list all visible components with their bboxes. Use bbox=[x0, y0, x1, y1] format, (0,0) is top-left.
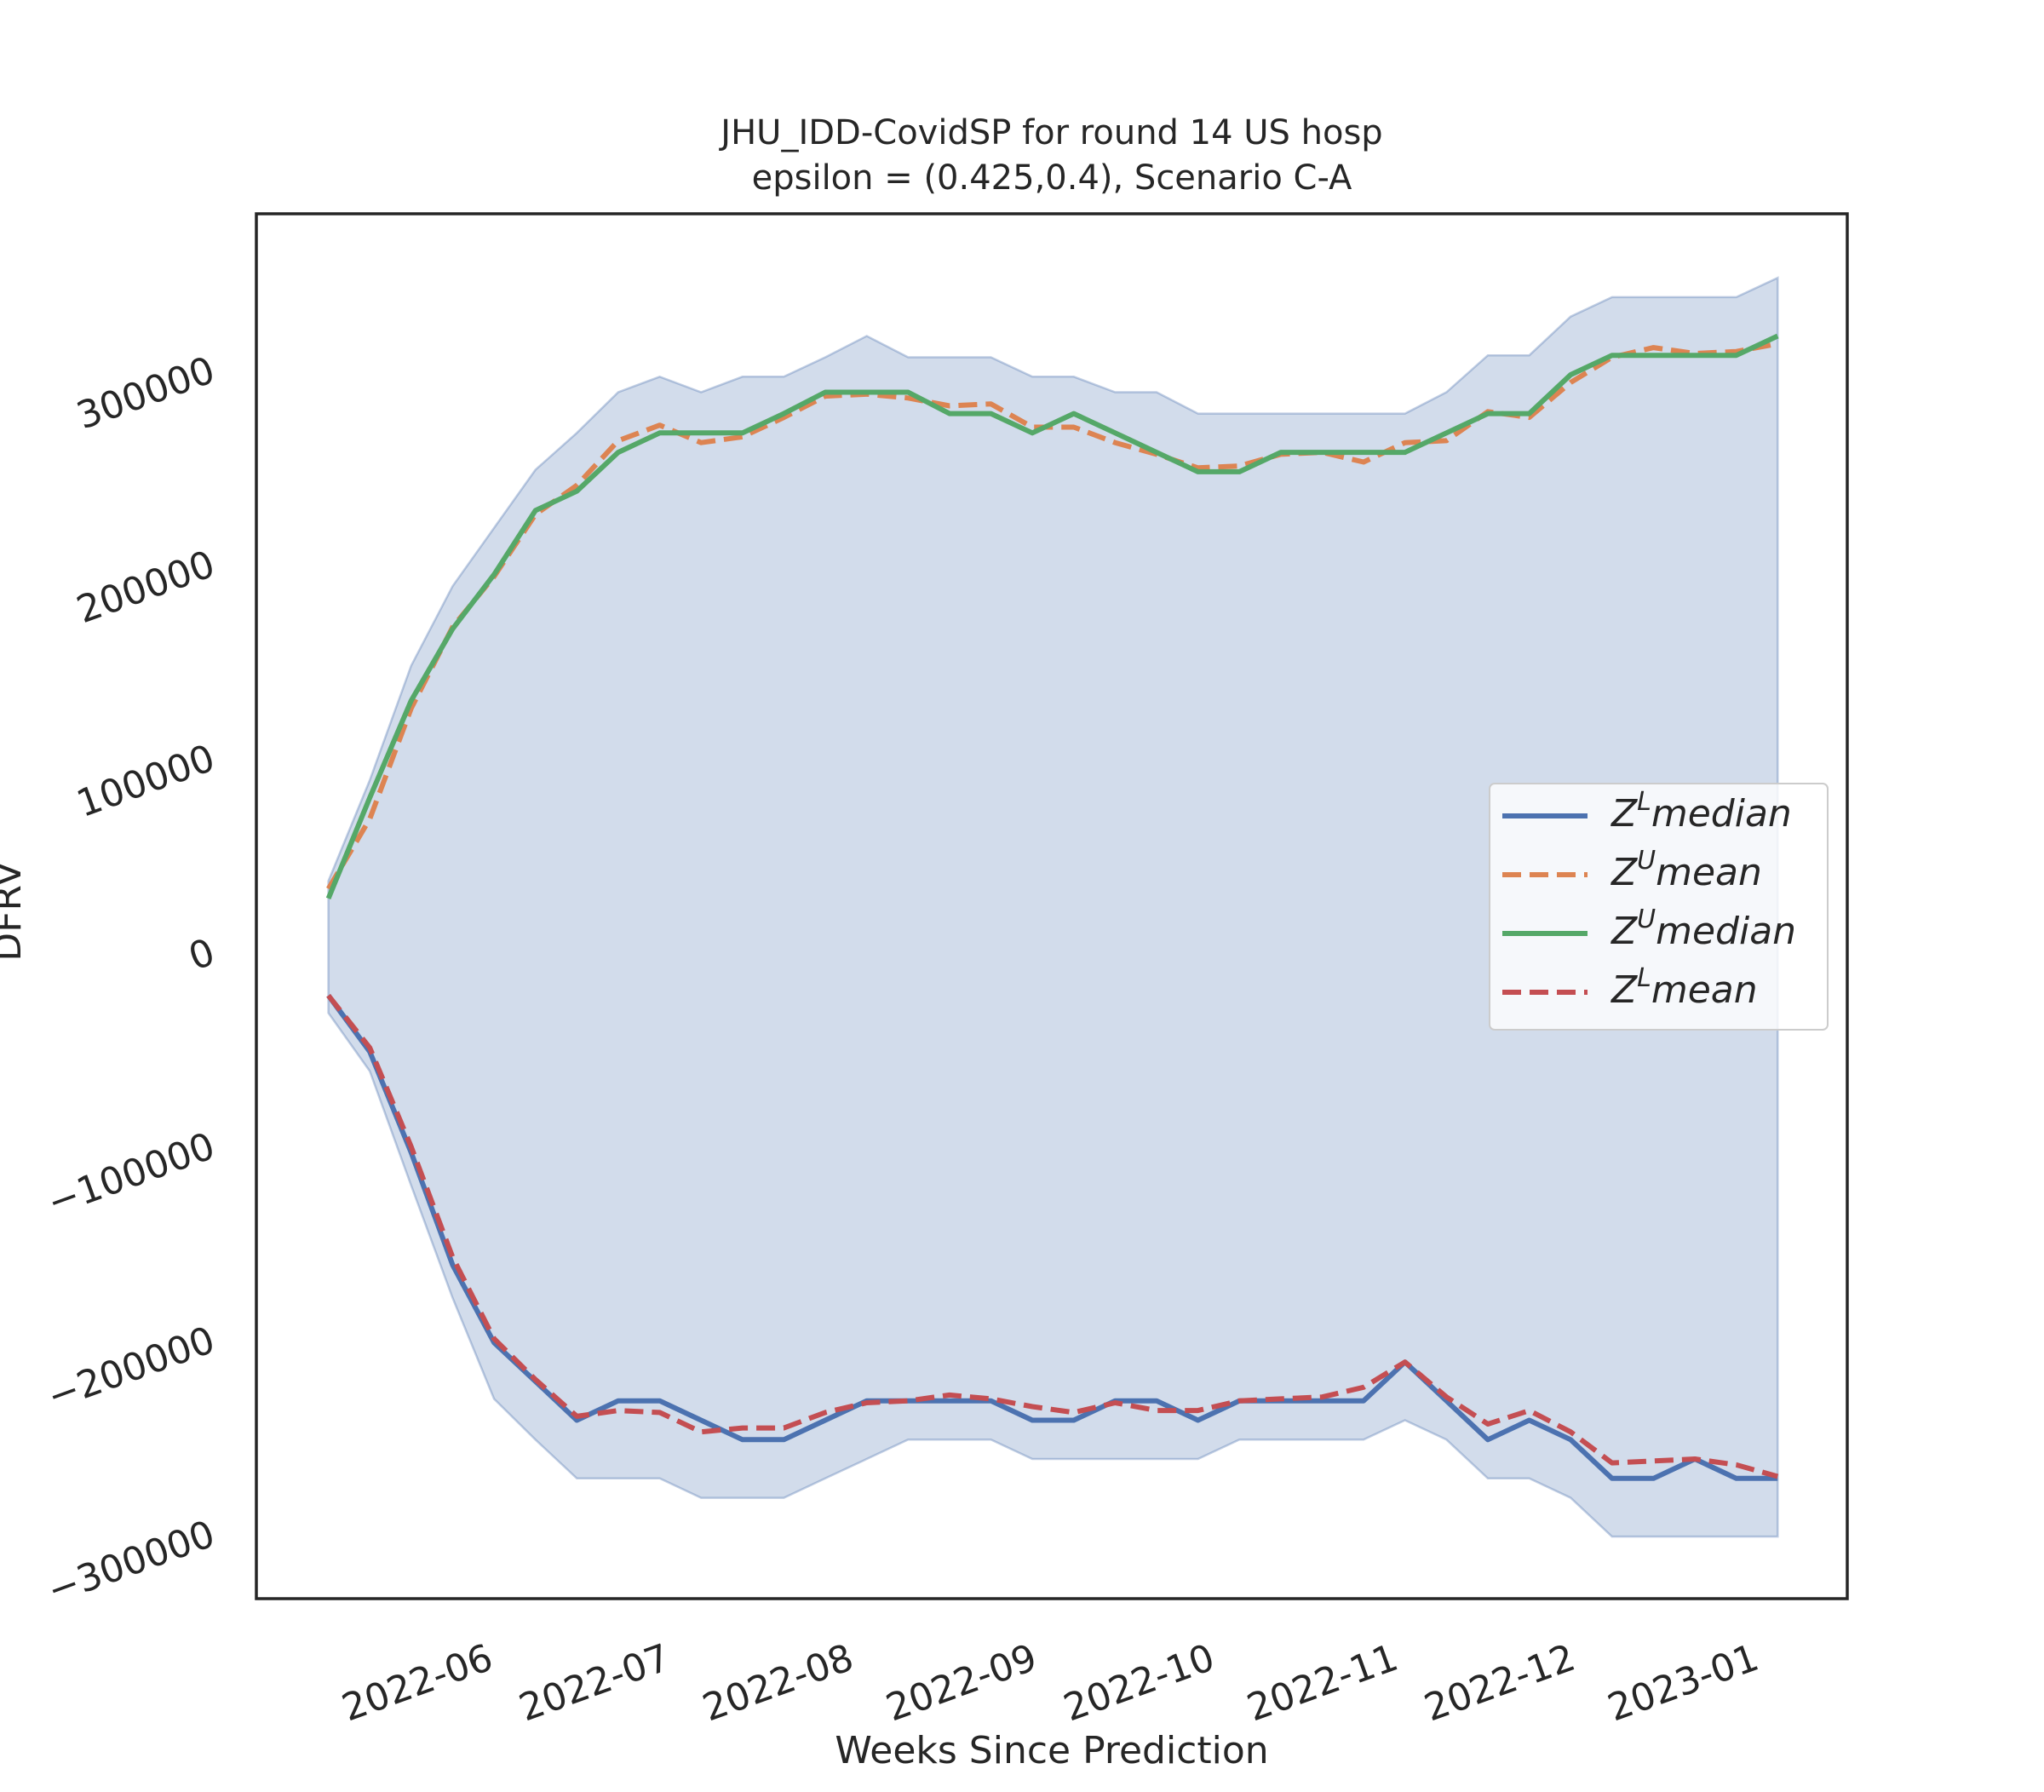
x-tick-label: 2022-12 bbox=[1419, 1636, 1581, 1731]
chart-subtitle: epsilon = (0.425,0.4), Scenario C-A bbox=[752, 158, 1352, 198]
series-line bbox=[326, 341, 1778, 891]
y-tick-label: −200000 bbox=[42, 1318, 221, 1419]
chart-title: JHU_IDD-CovidSP for round 14 US hosp bbox=[718, 113, 1382, 152]
y-tick-label: 200000 bbox=[72, 543, 221, 632]
y-tick-label: −300000 bbox=[42, 1513, 221, 1613]
series-line bbox=[326, 993, 1779, 1479]
x-tick-label: 2022-11 bbox=[1242, 1636, 1404, 1731]
y-tick-label: 300000 bbox=[72, 348, 221, 438]
legend-label: ZUmean bbox=[1611, 846, 1762, 895]
y-tick-label: −100000 bbox=[42, 1124, 221, 1225]
legend-label: ZLmedian bbox=[1611, 787, 1792, 836]
x-axis-label: Weeks Since Prediction bbox=[835, 1729, 1268, 1772]
series-line bbox=[325, 333, 1779, 900]
x-tick-label: 2022-06 bbox=[336, 1636, 498, 1731]
legend-label: ZLmean bbox=[1611, 963, 1758, 1013]
axes-frame bbox=[255, 212, 1849, 1600]
x-tick-label: 2022-07 bbox=[514, 1636, 675, 1731]
legend-box bbox=[1489, 783, 1829, 1031]
series-line bbox=[326, 994, 1778, 1481]
y-tick-label: 100000 bbox=[72, 737, 221, 826]
x-tick-label: 2022-08 bbox=[698, 1636, 859, 1731]
y-axis-label: DFRV bbox=[0, 861, 30, 961]
legend-label: ZUmedian bbox=[1611, 905, 1796, 954]
x-tick-label: 2022-10 bbox=[1058, 1636, 1220, 1731]
y-tick-label: 0 bbox=[183, 930, 221, 979]
x-tick-label: 2022-09 bbox=[881, 1636, 1042, 1731]
confidence-band bbox=[327, 276, 1779, 1538]
x-tick-label: 2023-01 bbox=[1602, 1636, 1764, 1731]
